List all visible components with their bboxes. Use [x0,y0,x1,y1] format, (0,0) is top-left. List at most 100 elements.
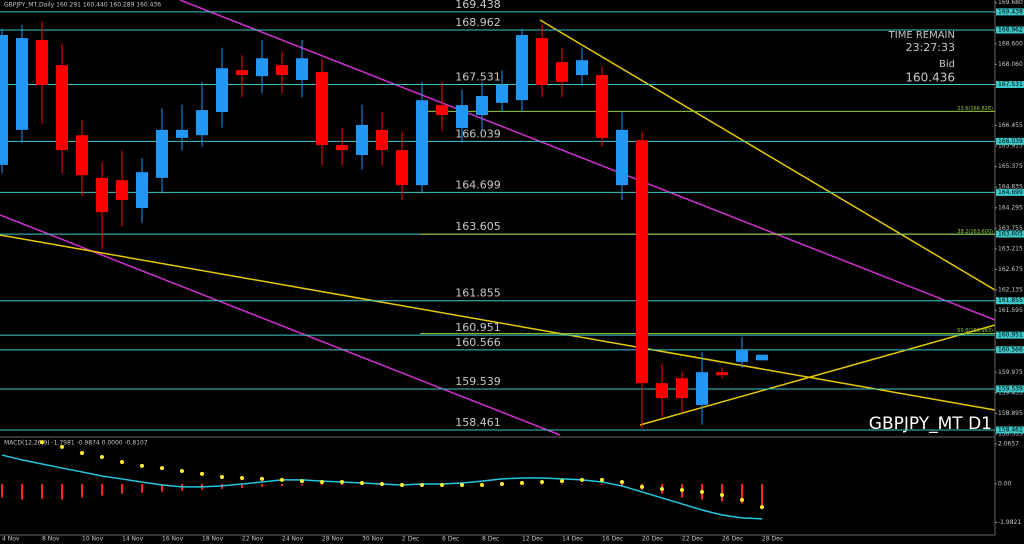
candle-body [316,71,328,146]
candle-body [236,70,248,76]
x-tick-label: 28 Nov [322,536,344,543]
chart-title: GBPJPY_MT,Daily 160.291 160.440 160.289 … [4,2,161,9]
candle-body [156,129,168,178]
level-label: 164.699 [455,178,501,191]
x-tick-label: 4 Nov [2,536,20,543]
signal-dot [720,493,724,498]
x-tick-label: 16 Dec [602,536,623,543]
level-axis-box [996,346,1024,354]
signal-dot [180,468,184,473]
candle-body [496,84,508,103]
y-tick-label: 163.755 [998,225,1023,232]
signal-dot [520,481,524,486]
signal-dot [280,477,284,482]
candle-body [596,75,608,138]
signal-dot [200,471,204,476]
bid: 160.436 [905,71,955,85]
candle-body [256,58,268,77]
level-axis-box [996,331,1024,339]
y-tick-label: 165.915 [998,143,1023,150]
candle-body [36,39,48,85]
level-axis-box [996,26,1024,34]
level-label: 159.539 [455,375,501,388]
candle-body [136,172,148,208]
y-tick-label: 163.215 [998,245,1023,252]
signal-dot [240,475,244,480]
y-tick-label: 159.435 [998,389,1023,396]
candle-body [76,135,88,176]
y-tick-label: 162.675 [998,266,1023,273]
y-tick-label: 169.680 [998,0,1023,6]
signal-dot [460,482,464,487]
candle-body [296,58,308,80]
signal-dot [300,479,304,484]
x-tick-label: 30 Nov [362,536,384,543]
signal-dot [480,482,484,487]
level-axis-box [996,81,1024,89]
y-tick-label: 164.835 [998,184,1023,191]
level-label: 167.531 [455,71,501,84]
level-axis-box [996,426,1024,434]
signal-dot [620,480,624,485]
candle-body [16,38,28,130]
level-label: 161.855 [455,287,501,300]
signal-dot [380,481,384,486]
level-label: 166.039 [455,127,501,140]
y-tick-label: 168.600 [998,40,1023,47]
candle-body [96,177,108,213]
trendline [639,324,996,426]
x-tick-label: 16 Nov [162,536,184,543]
x-tick-label: 22 Nov [242,536,264,543]
x-tick-label: 24 Nov [282,536,304,543]
candle-body [356,124,368,156]
level-axis-label: 160.951 [998,332,1023,339]
signal-dot [580,477,584,482]
level-label: 160.566 [455,336,501,349]
trendline [0,234,996,411]
x-tick-label: 14 Nov [122,536,144,543]
level-axis-box [996,188,1024,196]
x-tick-label: 10 Nov [82,536,104,543]
signal-dot [140,463,144,468]
candle-body [116,180,128,200]
candle-body [376,129,388,151]
candle-body [696,372,708,405]
x-tick-label: 20 Dec [642,536,663,543]
x-tick-label: 26 Dec [722,536,743,543]
signal-dot [40,440,44,445]
level-label: 168.962 [455,16,501,29]
candle-body [476,95,488,116]
y-tick-label: 159.975 [998,369,1023,376]
signal-dot [640,484,644,489]
level-axis-label: 158.461 [998,427,1023,434]
x-tick-label: 14 Dec [562,536,583,543]
signal-dot [700,489,704,494]
level-label: 163.605 [455,220,501,233]
y-tick-label: 165.375 [998,163,1023,170]
candle-body [0,35,8,165]
level-axis-box [996,230,1024,238]
level-axis-label: 160.566 [998,346,1023,353]
y-tick-label: 161.595 [998,307,1023,314]
x-tick-label: 2 Dec [402,536,419,543]
level-axis-label: 161.855 [998,297,1023,304]
trendline [179,0,996,321]
signal-dot [320,480,324,485]
x-tick-label: 6 Dec [442,536,459,543]
signal-dot [760,505,764,510]
level-axis-box [996,297,1024,305]
y-tick-label: -1.9821 [998,519,1021,526]
candle-body [616,129,628,186]
candle-body [676,378,688,399]
signal-dot [220,474,224,479]
level-axis-label: 168.962 [998,27,1023,34]
candle-body [416,100,428,186]
level-axis-label: 163.605 [998,231,1023,238]
x-tick-label: 18 Nov [202,536,224,543]
x-tick-label: 28 Dec [762,536,783,543]
y-tick-label: 158.355 [998,431,1023,438]
fib-label: 38.2(163.600) [957,229,993,235]
candle-body [736,350,748,362]
level-label: 169.438 [455,0,501,11]
candle-body [556,62,568,82]
